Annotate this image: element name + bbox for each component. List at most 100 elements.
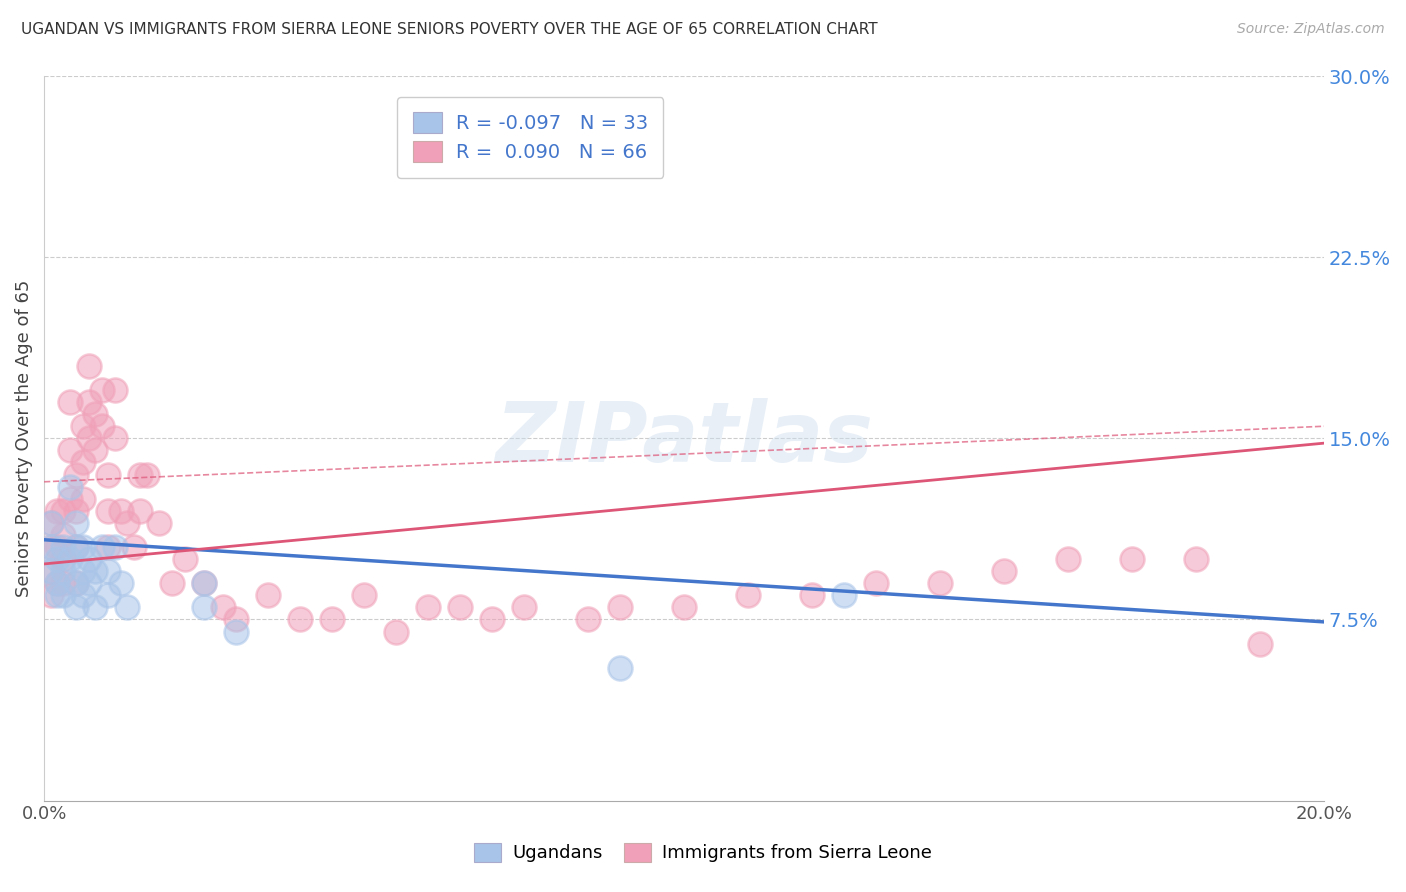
- Point: [1057, 552, 1080, 566]
- Point: [865, 576, 887, 591]
- Point: [193, 600, 215, 615]
- Point: [72, 455, 94, 469]
- Point: [77, 576, 100, 591]
- Point: [737, 588, 759, 602]
- Point: [513, 600, 536, 615]
- Point: [72, 419, 94, 434]
- Point: [52, 552, 75, 566]
- Legend: R = -0.097   N = 33, R =  0.090   N = 66: R = -0.097 N = 33, R = 0.090 N = 66: [398, 96, 664, 178]
- Point: [481, 612, 503, 626]
- Point: [65, 540, 87, 554]
- Point: [52, 588, 75, 602]
- Point: [90, 540, 112, 554]
- Point: [72, 540, 94, 554]
- Point: [39, 564, 62, 578]
- Point: [65, 600, 87, 615]
- Point: [84, 407, 107, 421]
- Point: [993, 564, 1015, 578]
- Point: [288, 612, 311, 626]
- Point: [449, 600, 471, 615]
- Point: [90, 383, 112, 397]
- Point: [52, 540, 75, 554]
- Text: Source: ZipAtlas.com: Source: ZipAtlas.com: [1237, 22, 1385, 37]
- Point: [1249, 637, 1271, 651]
- Legend: Ugandans, Immigrants from Sierra Leone: Ugandans, Immigrants from Sierra Leone: [467, 836, 939, 870]
- Point: [257, 588, 280, 602]
- Point: [59, 491, 82, 506]
- Point: [117, 600, 139, 615]
- Point: [52, 576, 75, 591]
- Point: [65, 516, 87, 530]
- Point: [385, 624, 408, 639]
- Point: [1185, 552, 1208, 566]
- Point: [77, 359, 100, 373]
- Point: [45, 540, 67, 554]
- Point: [72, 491, 94, 506]
- Point: [97, 588, 120, 602]
- Point: [52, 564, 75, 578]
- Point: [65, 467, 87, 482]
- Point: [160, 576, 183, 591]
- Point: [59, 443, 82, 458]
- Point: [97, 504, 120, 518]
- Point: [673, 600, 696, 615]
- Point: [84, 600, 107, 615]
- Point: [52, 504, 75, 518]
- Point: [65, 504, 87, 518]
- Point: [90, 419, 112, 434]
- Point: [97, 540, 120, 554]
- Point: [122, 540, 145, 554]
- Point: [45, 588, 67, 602]
- Point: [609, 600, 631, 615]
- Point: [225, 612, 247, 626]
- Point: [59, 552, 82, 566]
- Y-axis label: Seniors Poverty Over the Age of 65: Seniors Poverty Over the Age of 65: [15, 279, 32, 597]
- Point: [59, 395, 82, 409]
- Point: [1121, 552, 1143, 566]
- Point: [65, 576, 87, 591]
- Point: [45, 552, 67, 566]
- Point: [97, 564, 120, 578]
- Point: [39, 540, 62, 554]
- Point: [212, 600, 235, 615]
- Point: [801, 588, 824, 602]
- Text: ZIPatlas: ZIPatlas: [495, 398, 873, 479]
- Point: [77, 431, 100, 445]
- Point: [39, 564, 62, 578]
- Point: [45, 576, 67, 591]
- Point: [77, 552, 100, 566]
- Point: [103, 540, 125, 554]
- Point: [39, 540, 62, 554]
- Point: [103, 431, 125, 445]
- Point: [929, 576, 952, 591]
- Point: [353, 588, 375, 602]
- Point: [45, 576, 67, 591]
- Point: [52, 528, 75, 542]
- Point: [110, 504, 132, 518]
- Point: [129, 504, 152, 518]
- Point: [77, 395, 100, 409]
- Point: [72, 564, 94, 578]
- Point: [135, 467, 157, 482]
- Text: UGANDAN VS IMMIGRANTS FROM SIERRA LEONE SENIORS POVERTY OVER THE AGE OF 65 CORRE: UGANDAN VS IMMIGRANTS FROM SIERRA LEONE …: [21, 22, 877, 37]
- Point: [129, 467, 152, 482]
- Point: [148, 516, 170, 530]
- Point: [84, 443, 107, 458]
- Point: [225, 624, 247, 639]
- Point: [832, 588, 855, 602]
- Point: [576, 612, 599, 626]
- Point: [65, 576, 87, 591]
- Point: [117, 516, 139, 530]
- Point: [39, 516, 62, 530]
- Point: [59, 480, 82, 494]
- Point: [416, 600, 439, 615]
- Point: [45, 504, 67, 518]
- Point: [39, 588, 62, 602]
- Point: [193, 576, 215, 591]
- Point: [609, 661, 631, 675]
- Point: [97, 467, 120, 482]
- Point: [72, 588, 94, 602]
- Point: [65, 540, 87, 554]
- Point: [84, 564, 107, 578]
- Point: [174, 552, 197, 566]
